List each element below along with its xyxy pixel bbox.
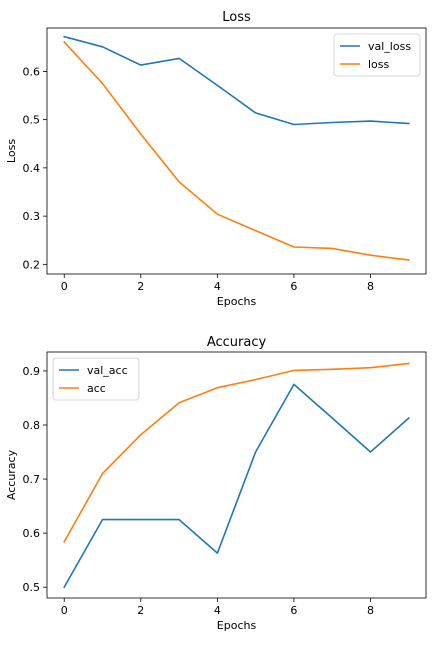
data-point-loss-5 (254, 229, 257, 232)
legend-label-loss: loss (368, 58, 390, 71)
chart-title: Loss (222, 10, 251, 25)
x-tick-label: 6 (290, 604, 297, 617)
data-point-loss-7 (331, 247, 334, 250)
legend-label-val_acc: val_acc (87, 364, 128, 377)
data-point-val_acc-3 (178, 518, 181, 521)
data-point-loss-8 (369, 254, 372, 257)
data-point-loss-1 (101, 82, 104, 85)
legend-box (52, 357, 140, 401)
data-point-val_loss-9 (407, 122, 410, 125)
data-point-acc-3 (178, 401, 181, 404)
x-tick-label: 0 (61, 604, 68, 617)
x-tick-label: 8 (367, 280, 374, 293)
data-point-acc-7 (331, 368, 334, 371)
data-point-acc-5 (254, 378, 257, 381)
data-point-val_acc-4 (216, 552, 219, 555)
data-point-val_loss-5 (254, 111, 257, 114)
x-tick-label: 8 (367, 604, 374, 617)
x-axis-label: Epochs (217, 619, 257, 632)
data-point-val_acc-8 (369, 451, 372, 454)
legend-label-acc: acc (87, 382, 106, 395)
y-tick-label: 0.3 (23, 210, 41, 223)
x-tick-label: 4 (214, 280, 221, 293)
data-point-val_loss-7 (331, 121, 334, 124)
data-point-val_acc-1 (101, 518, 104, 521)
data-point-val_loss-4 (216, 84, 219, 87)
series-line-val_acc (63, 383, 410, 589)
legend-box (333, 33, 421, 77)
data-point-val_loss-3 (178, 57, 181, 60)
data-point-loss-6 (292, 246, 295, 249)
data-point-val_acc-2 (139, 518, 142, 521)
axes-frame (46, 351, 427, 599)
y-tick-label: 0.2 (23, 258, 41, 271)
data-point-loss-3 (178, 180, 181, 183)
y-tick-label: 0.9 (23, 365, 41, 378)
data-point-loss-0 (63, 41, 66, 44)
data-point-acc-9 (407, 362, 410, 365)
data-point-acc-4 (216, 386, 219, 389)
y-axis-label: Accuracy (5, 449, 18, 500)
y-tick-label: 0.6 (23, 65, 41, 78)
data-point-val_acc-0 (63, 586, 66, 589)
data-point-val_loss-6 (292, 123, 295, 126)
data-point-val_acc-5 (254, 451, 257, 454)
data-point-acc-2 (139, 433, 142, 436)
axes-frame (46, 27, 427, 275)
x-tick-label: 6 (290, 280, 297, 293)
y-tick-label: 0.4 (23, 162, 41, 175)
series-line-val_loss (63, 35, 410, 126)
legend-label-val_loss: val_loss (368, 40, 411, 53)
x-axis-label: Epochs (217, 295, 257, 308)
y-tick-label: 0.6 (23, 527, 41, 540)
data-point-val_loss-8 (369, 120, 372, 123)
data-point-val_acc-9 (407, 417, 410, 420)
data-point-acc-6 (292, 369, 295, 372)
data-point-val_acc-6 (292, 383, 295, 386)
series-line-loss (63, 40, 410, 261)
y-tick-label: 0.8 (23, 419, 41, 432)
data-point-acc-0 (63, 540, 66, 543)
data-point-loss-4 (216, 213, 219, 216)
x-tick-label: 4 (214, 604, 221, 617)
y-tick-label: 0.7 (23, 473, 41, 486)
y-tick-label: 0.5 (23, 114, 41, 127)
data-point-acc-8 (369, 366, 372, 369)
chart-panel-1: 0 2 4 6 8 0.5 0.6 0.7 0.8 0.9 Accuracy Epochs Accura… (5, 335, 427, 632)
data-point-val_loss-0 (63, 35, 66, 38)
x-tick-label: 0 (61, 280, 68, 293)
x-tick-label: 2 (137, 280, 144, 293)
y-tick-label: 0.5 (23, 581, 41, 594)
chart-title: Accuracy (207, 335, 267, 350)
data-point-val_loss-1 (101, 45, 104, 48)
data-point-loss-2 (139, 133, 142, 136)
data-point-acc-1 (101, 472, 104, 475)
data-point-loss-9 (407, 259, 410, 262)
data-point-val_loss-2 (139, 64, 142, 67)
series-line-acc (63, 362, 410, 543)
data-point-val_acc-7 (331, 417, 334, 420)
chart-panel-0: 0 2 4 6 8 0.2 0.3 0.4 0.5 0.6 Loss Epochs Loss val_lo… (5, 10, 427, 308)
y-axis-label: Loss (5, 139, 18, 163)
x-tick-label: 2 (137, 604, 144, 617)
